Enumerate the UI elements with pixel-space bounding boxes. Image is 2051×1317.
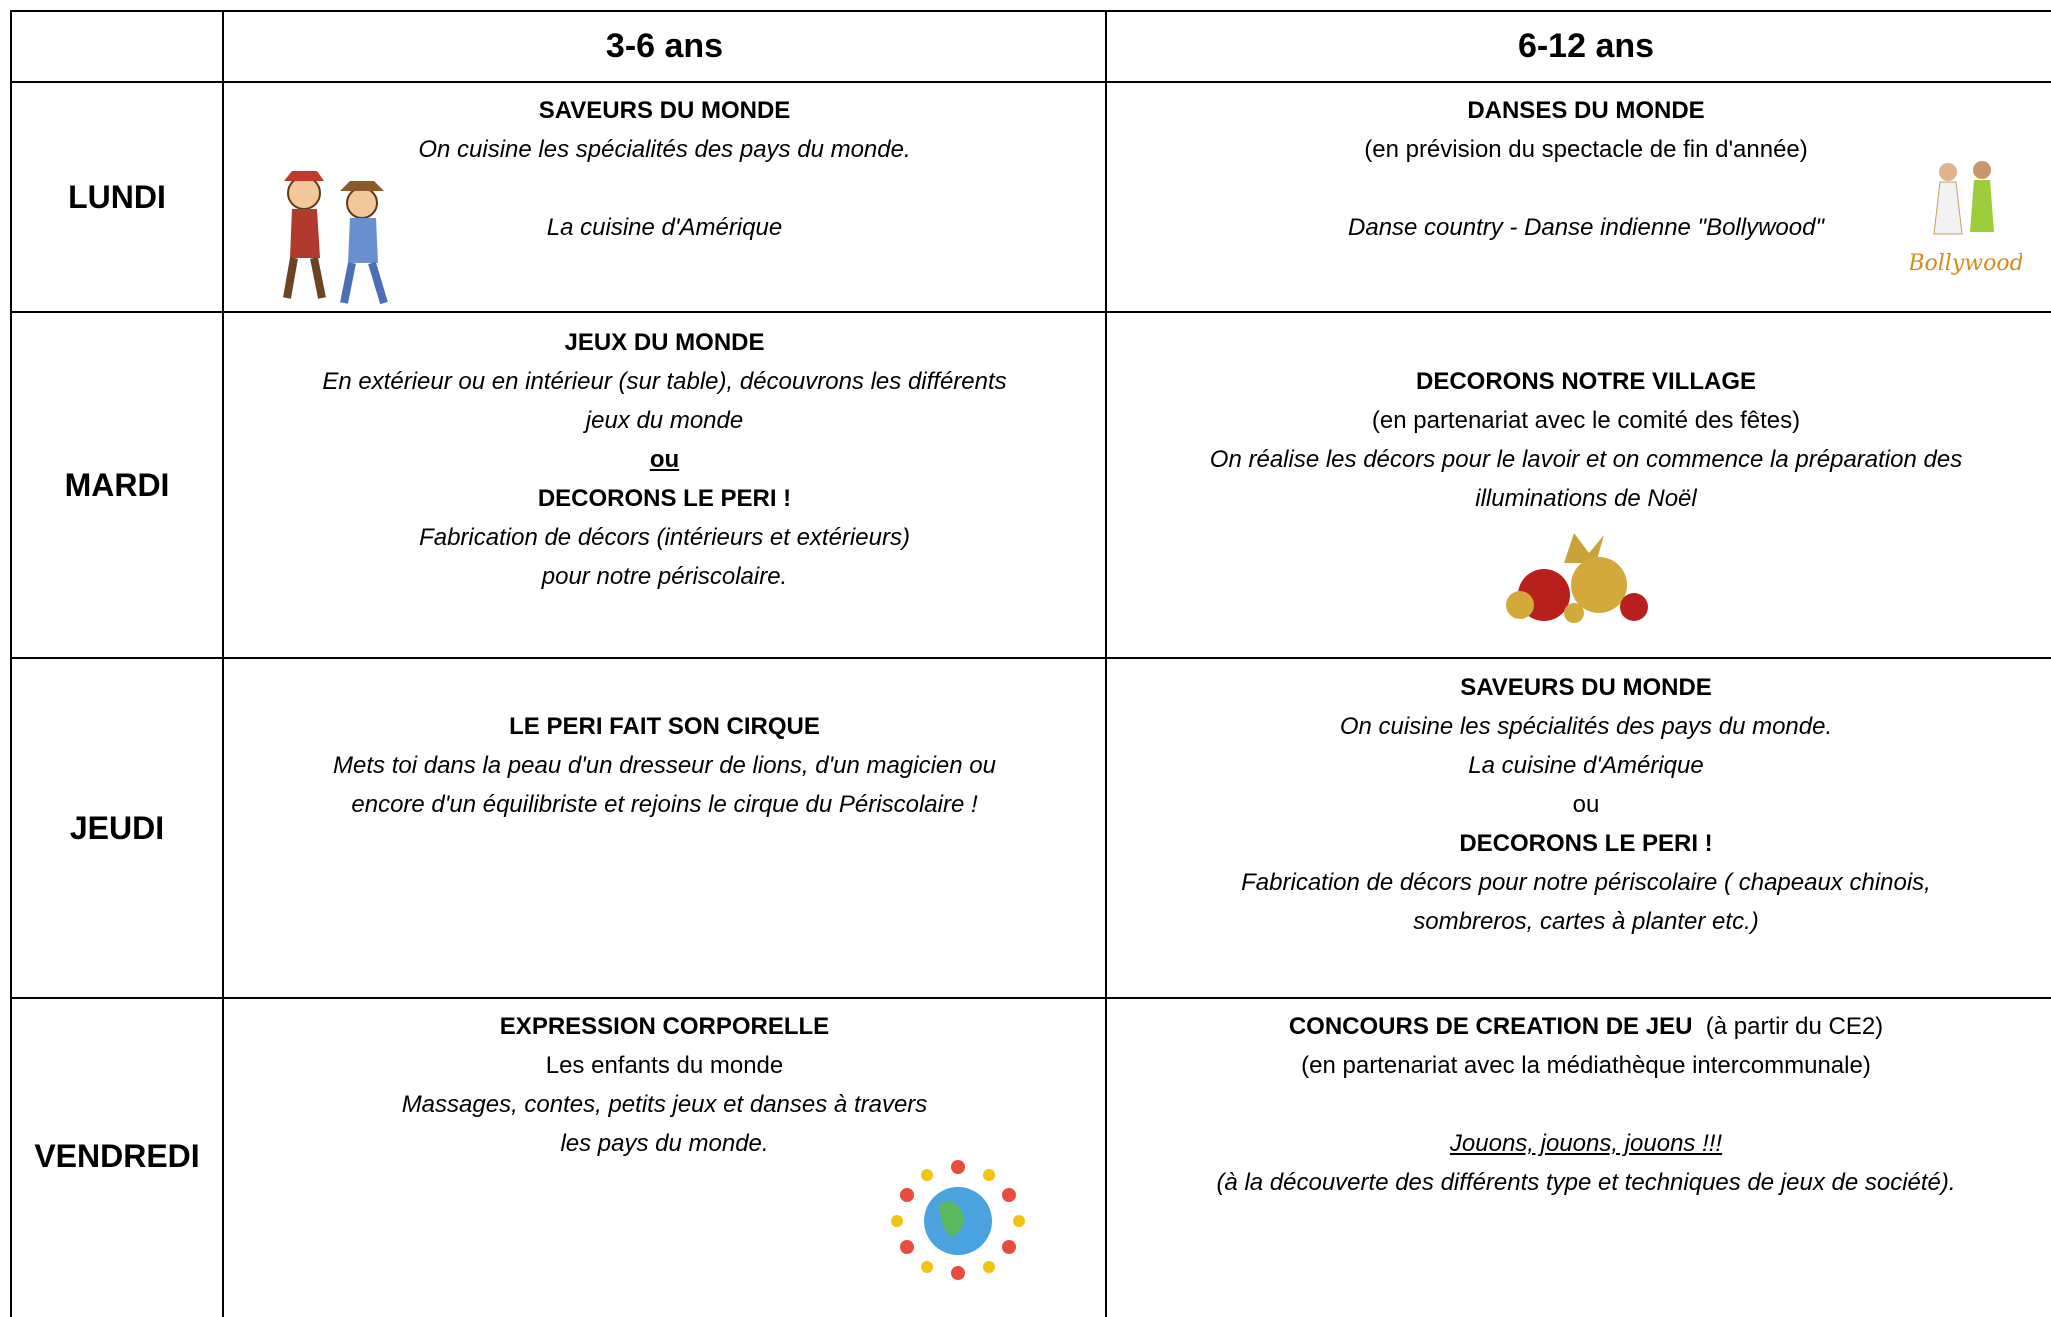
activity-text: (à partir du CE2) [1705, 1013, 1884, 1040]
activity-title: JEUX DU MONDE [564, 329, 765, 356]
activity-text: Massages, contes, petits jeux et danses … [401, 1091, 928, 1118]
activity-title: DECORONS NOTRE VILLAGE [1415, 368, 1757, 395]
activity-text: La cuisine d'Amérique [546, 214, 783, 241]
activity-title: DECORONS LE PERI ! [537, 485, 792, 512]
day-label: MARDI [10, 311, 222, 657]
activity-text: Mets toi dans la peau d'un dresseur de l… [333, 752, 996, 779]
activity-text: jeux du monde [585, 407, 744, 434]
activity-text: illuminations de Noël [1475, 485, 1697, 512]
activity-title: CONCOURS DE CREATION DE JEU [1288, 1013, 1693, 1040]
corner-cell [10, 10, 222, 81]
activity-cell: DECORONS NOTRE VILLAGE (en partenariat a… [1105, 311, 2051, 657]
activity-text: Danse country - Danse indienne "Bollywoo… [1348, 214, 1824, 241]
ornaments-illustration [1506, 533, 1648, 623]
day-label: VENDREDI [10, 997, 222, 1317]
activity-text: La cuisine d'Amérique [1468, 752, 1704, 779]
activity-text: (en partenariat avec la médiathèque inte… [1301, 1052, 1871, 1079]
activity-text: Les enfants du monde [545, 1052, 784, 1079]
activity-text: On cuisine les spécialités des pays du m… [418, 136, 911, 163]
activity-cell: JEUX DU MONDE En extérieur ou en intérie… [222, 311, 1105, 657]
column-header: 6-12 ans [1105, 10, 2051, 81]
activity-text: (à la découverte des différents type et … [1216, 1169, 1956, 1196]
activity-text: (en partenariat avec le comité des fêtes… [1371, 407, 1801, 434]
activity-text: les pays du monde. [560, 1130, 769, 1157]
activity-text: (en prévision du spectacle de fin d'anné… [1364, 136, 1808, 163]
bollywood-illustration: Bollywood [1910, 161, 2022, 276]
activity-title: SAVEURS DU MONDE [538, 97, 791, 124]
dancers-illustration [283, 171, 388, 305]
activity-text: ou [1572, 791, 1600, 818]
activity-cell: LE PERI FAIT SON CIRQUE Mets toi dans la… [222, 657, 1105, 997]
activity-text: En extérieur ou en intérieur (sur table)… [322, 368, 1007, 395]
activity-text: Fabrication de décors pour notre périsco… [1241, 869, 1931, 896]
activity-text: Fabrication de décors (intérieurs et ext… [419, 524, 910, 551]
activity-text: On réalise les décors pour le lavoir et … [1209, 446, 1963, 473]
activity-text: pour notre périscolaire. [541, 563, 788, 590]
activity-title: EXPRESSION CORPORELLE [499, 1013, 830, 1040]
image-caption: Bollywood [1910, 251, 2022, 276]
activity-title: DANSES DU MONDE [1467, 97, 1705, 124]
day-label: LUNDI [10, 81, 222, 311]
activity-text: Jouons, jouons, jouons !!! [1449, 1130, 1723, 1157]
activity-title: SAVEURS DU MONDE [1460, 674, 1712, 701]
activity-text: sombreros, cartes à planter etc.) [1413, 908, 1759, 935]
activity-title: DECORONS LE PERI ! [1459, 830, 1713, 857]
day-label: JEUDI [10, 657, 222, 997]
activity-title: LE PERI FAIT SON CIRQUE [509, 713, 820, 740]
activity-cell: EXPRESSION CORPORELLE Les enfants du mon… [222, 997, 1105, 1317]
activity-cell: CONCOURS DE CREATION DE JEU (à partir du… [1105, 997, 2051, 1317]
activity-cell: SAVEURS DU MONDE On cuisine les spéciali… [1105, 657, 2051, 997]
column-header: 3-6 ans [222, 10, 1105, 81]
globe-illustration [891, 1160, 1025, 1280]
activity-text: ou [649, 446, 680, 473]
activity-text: encore d'un équilibriste et rejoins le c… [351, 791, 978, 818]
activity-cell: SAVEURS DU MONDE On cuisine les spéciali… [222, 81, 1105, 311]
activity-text: On cuisine les spécialités des pays du m… [1339, 713, 1833, 740]
activity-cell: DANSES DU MONDE (en prévision du spectac… [1105, 81, 2051, 311]
